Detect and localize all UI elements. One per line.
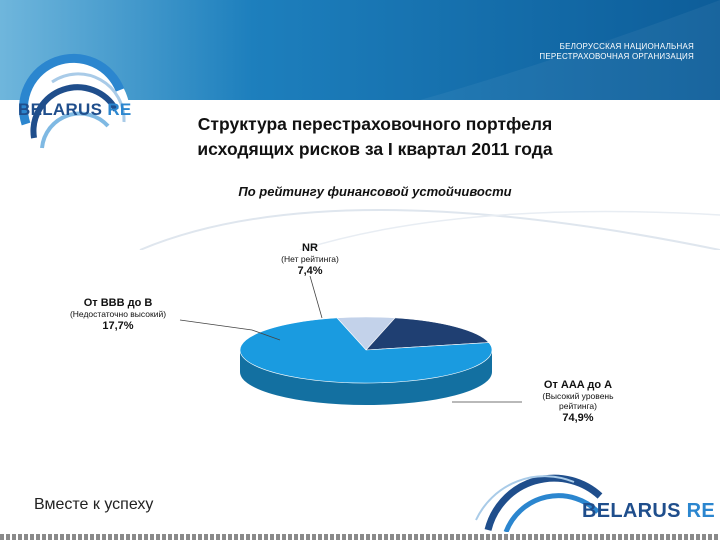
- slice-value-nr: 7,4%: [297, 265, 323, 277]
- slide-subtitle: По рейтингу финансовой устойчивости: [238, 184, 512, 199]
- logo-bottom-word-re: RE: [686, 500, 716, 522]
- slice-desc-aaa-1: (Высокий уровень: [542, 391, 614, 401]
- globe-logo-bottom-icon: [475, 474, 603, 532]
- globe-logo-icon: [18, 53, 130, 170]
- slice-label-nr: NR (Нет рейтинга) 7,4%: [250, 242, 370, 277]
- slice-name-aaa: От AAA до A: [543, 379, 613, 391]
- logo-wordmark-bottom: BELARUS RE: [582, 500, 715, 523]
- logo-bottom-word-belarus: BELARUS: [582, 500, 681, 522]
- slide-title: Структура перестраховочного портфеля исх…: [160, 112, 590, 162]
- footer-slogan: Вместе к успеху: [34, 496, 154, 513]
- leader-line-bbb: [179, 319, 281, 341]
- logo-wordmark-top: BELARUS RE: [18, 100, 132, 120]
- slice-desc-aaa-2: рейтинга): [558, 401, 597, 411]
- pie-slice-aaa-side: [240, 350, 492, 405]
- slice-desc-bbb: (Недостаточно высокий): [69, 309, 167, 319]
- pie-slice-aaa: [239, 317, 493, 384]
- title-line-1: Структура перестраховочного портфеля: [197, 114, 553, 134]
- pie-slice-bbb: [365, 317, 490, 351]
- leader-line-nr: [309, 275, 323, 319]
- header-swoosh-graphic: [0, 0, 720, 250]
- footer-dotted-rule: [0, 534, 720, 540]
- org-line-1: БЕЛОРУССКАЯ НАЦИОНАЛЬНАЯ: [559, 42, 694, 51]
- organization-name: БЕЛОРУССКАЯ НАЦИОНАЛЬНАЯ ПЕРЕСТРАХОВОЧНА…: [464, 42, 694, 62]
- slice-label-bbb: От BBB до B (Недостаточно высокий) 17,7%: [52, 297, 184, 332]
- title-line-2: исходящих рисков за I квартал 2011 года: [197, 139, 553, 159]
- slice-desc-nr: (Нет рейтинга): [281, 254, 339, 264]
- org-line-2: ПЕРЕСТРАХОВОЧНАЯ ОРГАНИЗАЦИЯ: [539, 52, 694, 61]
- slice-name-bbb: От BBB до B: [83, 297, 153, 309]
- logo-word-re: RE: [107, 100, 132, 119]
- slice-value-aaa: 74,9%: [562, 412, 594, 424]
- slice-value-bbb: 17,7%: [102, 320, 134, 332]
- slice-label-aaa: От AAA до A (Высокий уровень рейтинга) 7…: [522, 379, 634, 424]
- logo-word-belarus: BELARUS: [18, 100, 103, 119]
- slice-name-nr: NR: [302, 242, 318, 254]
